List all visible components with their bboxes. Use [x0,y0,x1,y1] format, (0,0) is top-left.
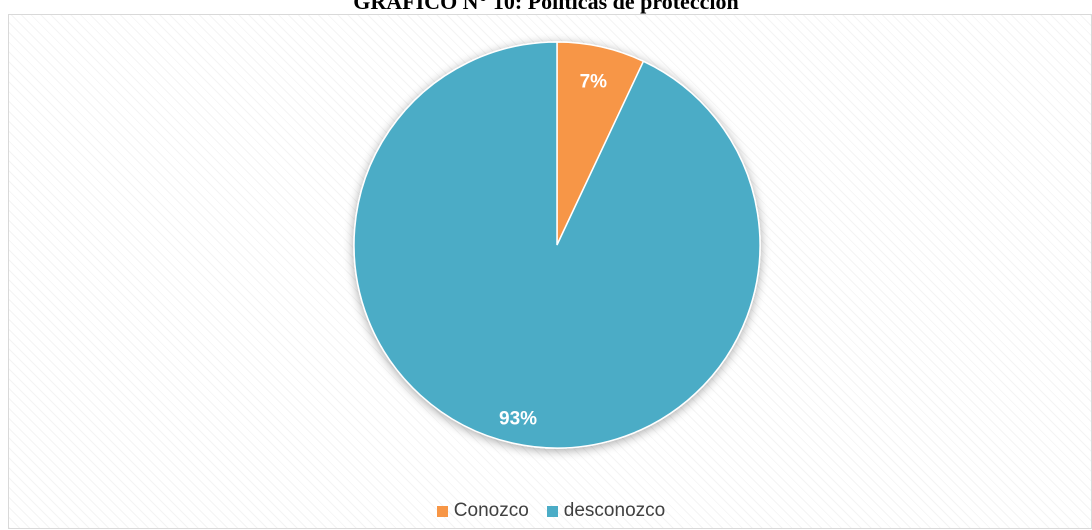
legend-label-conozco: Conozco [453,500,529,521]
pie-slice-desconozco [353,41,761,449]
data-label-conozco: 7% [580,72,608,93]
legend-swatch-desconozco [546,505,558,517]
chart-title: GRÁFICO N° 10: Políticas de protección [353,0,739,14]
legend-item-desconozco: desconozco [546,500,666,522]
data-label-desconozco: 93% [499,408,537,429]
pie-chart: 7% 93% [353,41,761,449]
chart-area: 7% 93% Conozco desconozco [8,14,1092,529]
legend-label-desconozco: desconozco [563,500,666,521]
legend-item-conozco: Conozco [436,500,529,522]
legend-swatch-conozco [436,505,448,517]
chart-legend: Conozco desconozco [9,500,1092,522]
